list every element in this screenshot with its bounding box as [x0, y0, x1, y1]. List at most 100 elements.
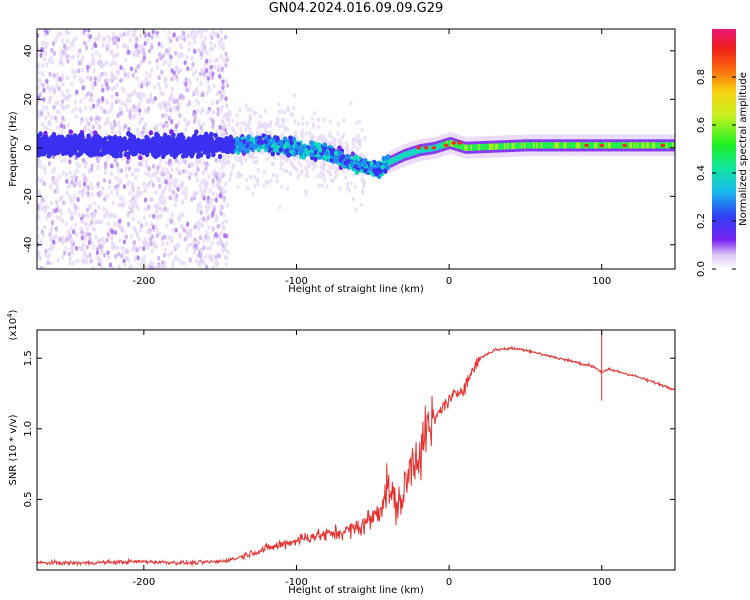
heatmap-cell [55, 199, 59, 204]
heatmap-cell [88, 97, 93, 102]
heatmap-cell [91, 85, 95, 91]
heatmap-cell [55, 227, 59, 233]
heatmap-cell [110, 150, 115, 157]
heatmap-cell [56, 189, 60, 194]
heatmap-cell [39, 52, 43, 58]
heatmap-cell [301, 116, 305, 121]
heatmap-cell [131, 72, 135, 78]
heatmap-cell [245, 142, 250, 148]
heatmap-cell [159, 214, 163, 220]
heatmap-cell [267, 147, 272, 153]
heatmap-cell [362, 181, 366, 187]
heatmap-cell [149, 241, 153, 247]
heatmap-cell [89, 152, 95, 158]
heatmap-cell [143, 31, 147, 37]
heatmap-cell [110, 49, 114, 55]
heatmap-cell [221, 220, 225, 226]
heatmap-cell [52, 166, 56, 172]
heatmap-cell [219, 159, 223, 164]
heatmap-cell [65, 96, 70, 102]
heatmap-cell [104, 43, 108, 48]
heatmap-cell [243, 122, 247, 127]
heatmap-cell [209, 201, 213, 206]
heatmap-cell [163, 247, 167, 252]
heatmap-cell [156, 81, 161, 87]
heatmap-cell [120, 86, 124, 91]
heatmap-cell [187, 242, 191, 248]
heatmap-cell [37, 62, 40, 68]
heatmap-cell [128, 113, 132, 118]
heatmap-cell [184, 169, 189, 174]
heatmap-cell [78, 183, 82, 189]
heatmap-cell [145, 82, 149, 88]
heatmap-cell [61, 38, 65, 44]
heatmap-cell [175, 137, 180, 143]
heatmap-cell [68, 256, 72, 262]
heatmap-cell [269, 120, 273, 125]
heatmap-cell [184, 127, 188, 133]
heatmap-cell [88, 62, 93, 68]
heatmap-cell [82, 157, 86, 163]
heatmap-cell [164, 100, 168, 106]
heatmap-cell [261, 149, 265, 155]
heatmap-cell [153, 171, 157, 177]
heatmap-cell [68, 261, 72, 266]
heatmap-cell [115, 187, 119, 193]
heatmap-cell [164, 59, 168, 64]
heatmap-cell [81, 259, 85, 265]
heatmap-cell [153, 126, 157, 131]
heatmap-cell [289, 171, 293, 177]
heatmap-cell [201, 107, 205, 113]
heatmap-cell [107, 109, 111, 115]
heatmap-cell [131, 29, 135, 33]
heatmap-cell [137, 236, 141, 242]
heatmap-cell [195, 77, 199, 82]
heatmap-cell [322, 142, 327, 148]
heatmap-cell [161, 265, 166, 269]
heatmap-cell [164, 167, 169, 173]
heatmap-cell [161, 166, 165, 172]
heatmap-cell [54, 145, 59, 151]
heatmap-cell [122, 258, 126, 264]
heatmap-cell [40, 48, 44, 53]
heatmap-cell [283, 128, 287, 133]
heatmap-cell [197, 29, 202, 34]
heatmap-cell [110, 86, 114, 92]
heatmap-cell [73, 171, 77, 177]
heatmap-cell [288, 135, 293, 141]
heatmap-cell [177, 258, 181, 263]
heatmap-cell [159, 158, 163, 163]
heatmap-cell [253, 175, 257, 180]
heatmap-cell [126, 222, 131, 227]
heatmap-cell [219, 207, 223, 213]
heatmap-cell [204, 166, 208, 171]
heatmap-cell [107, 43, 111, 48]
heatmap-cell [56, 31, 61, 37]
heatmap-cell [193, 224, 197, 230]
heatmap-cell [192, 39, 196, 45]
heatmap-cell [57, 86, 61, 92]
heatmap-cell [156, 65, 160, 71]
heatmap-cell [165, 107, 169, 113]
heatmap-cell [100, 71, 104, 77]
heatmap-cell [74, 175, 79, 181]
heatmap-cell [346, 143, 350, 148]
heatmap-cell [221, 83, 225, 89]
heatmap-cell [72, 229, 76, 235]
heatmap-cell [48, 184, 53, 190]
heatmap-cell [90, 240, 94, 246]
heatmap-cell [152, 240, 156, 246]
heatmap-cell [43, 208, 48, 214]
heatmap-cell [93, 212, 97, 218]
heatmap-cell [224, 130, 228, 136]
heatmap-cell [163, 29, 167, 32]
heatmap-cell [83, 124, 88, 130]
heatmap-cell [218, 239, 222, 245]
heatmap-cell [62, 170, 66, 176]
heatmap-cell [289, 140, 294, 146]
heatmap-cell [160, 153, 166, 159]
heatmap-cell [104, 78, 108, 84]
heatmap-cell [85, 45, 89, 51]
heatmap-cell [47, 111, 51, 117]
